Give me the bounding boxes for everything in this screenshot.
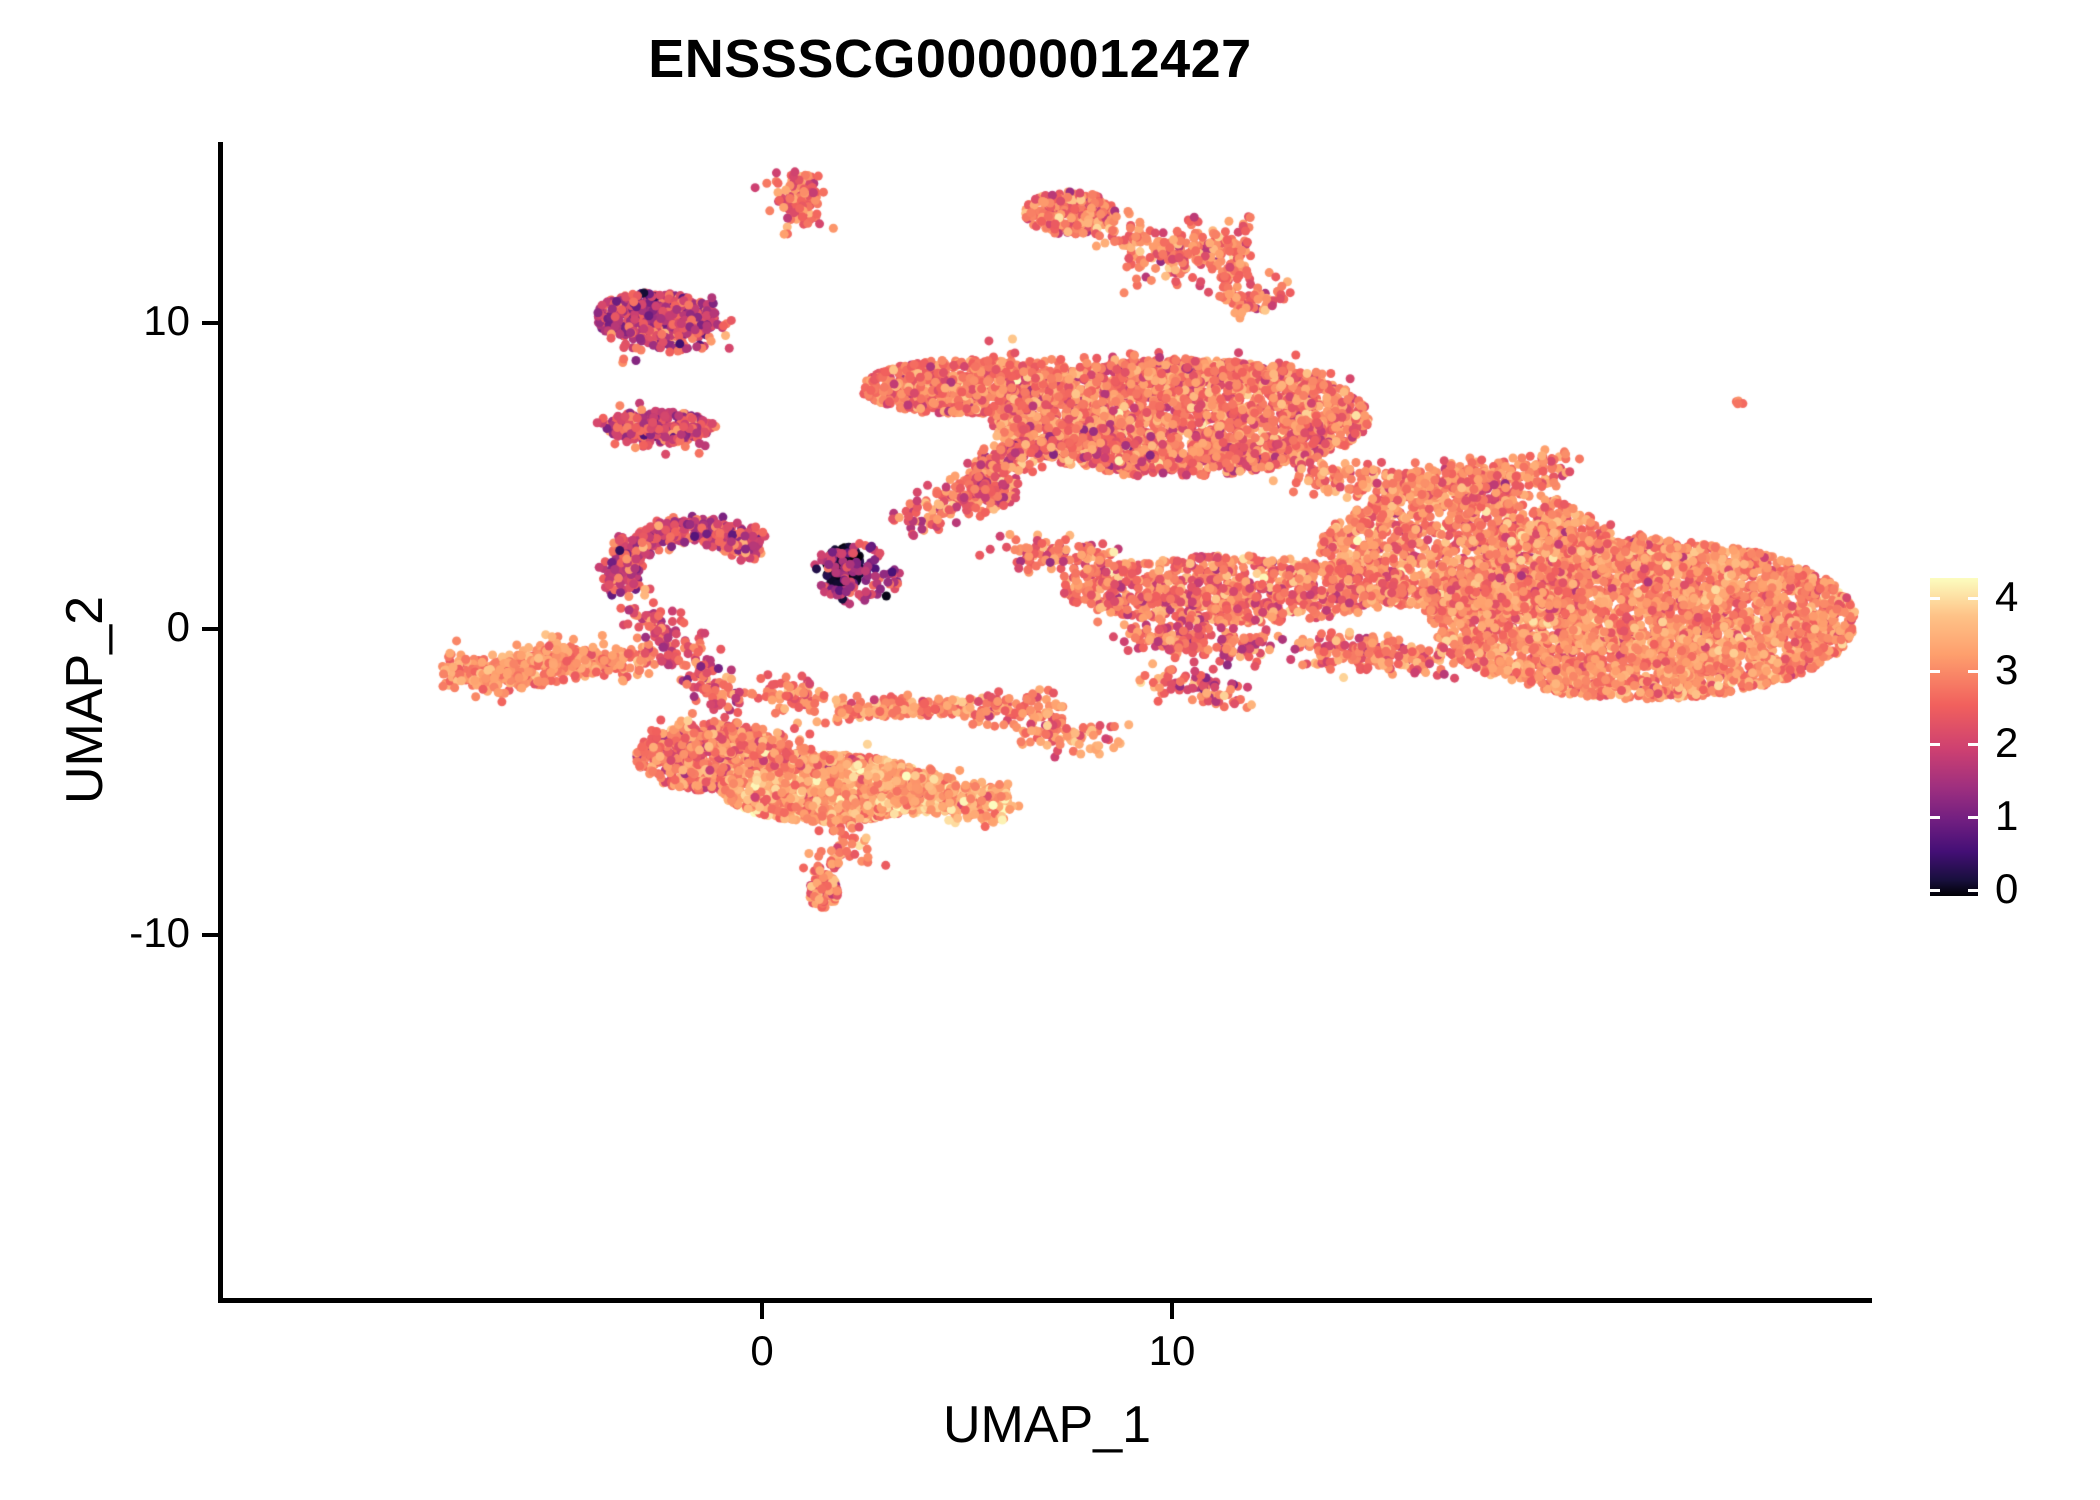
- y-tick-label-10: 10: [143, 297, 190, 344]
- colorbar-label-4: 4: [1995, 573, 2019, 620]
- colorbar-tick-0-left: [1930, 889, 1940, 892]
- x-tick-label-10: 10: [1148, 1327, 1196, 1374]
- page-title: ENSSSCG00000012427: [648, 29, 1252, 89]
- y-axis-title: UMAP_2: [56, 595, 114, 805]
- colorbar-tick-4-left: [1930, 597, 1940, 600]
- y-tick-10: [202, 321, 218, 325]
- colorbar-label-3: 3: [1995, 646, 2019, 693]
- y-tick--10: [202, 933, 218, 937]
- plot-panel: [222, 142, 1872, 1300]
- colorbar-label-0: 0: [1995, 865, 2019, 912]
- x-axis-line: [218, 1298, 1872, 1303]
- colorbar-label-2: 2: [1995, 719, 2019, 766]
- x-tick-label-0: 0: [750, 1327, 774, 1374]
- colorbar-label-1: 1: [1995, 792, 2019, 839]
- y-axis-line: [218, 142, 223, 1303]
- colorbar-tick-2-right: [1968, 743, 1978, 746]
- colorbar-tick-1-right: [1968, 816, 1978, 819]
- scatter-plot-canvas: [222, 142, 1872, 1300]
- y-tick-0: [202, 627, 218, 631]
- y-tick-label--10: -10: [129, 909, 190, 956]
- colorbar-gradient: [1930, 578, 1978, 896]
- colorbar-tick-0-right: [1968, 889, 1978, 892]
- colorbar-tick-2-left: [1930, 743, 1940, 746]
- colorbar-legend: 4 3 2 1 0: [1925, 570, 2095, 910]
- colorbar-tick-3-left: [1930, 670, 1940, 673]
- colorbar-tick-4-right: [1968, 597, 1978, 600]
- x-axis-title: UMAP_1: [942, 1396, 1152, 1454]
- y-tick-label-0: 0: [166, 603, 190, 650]
- x-tick-0: [760, 1303, 764, 1319]
- colorbar-tick-1-left: [1930, 816, 1940, 819]
- colorbar-tick-3-right: [1968, 670, 1978, 673]
- x-tick-10: [1170, 1303, 1174, 1319]
